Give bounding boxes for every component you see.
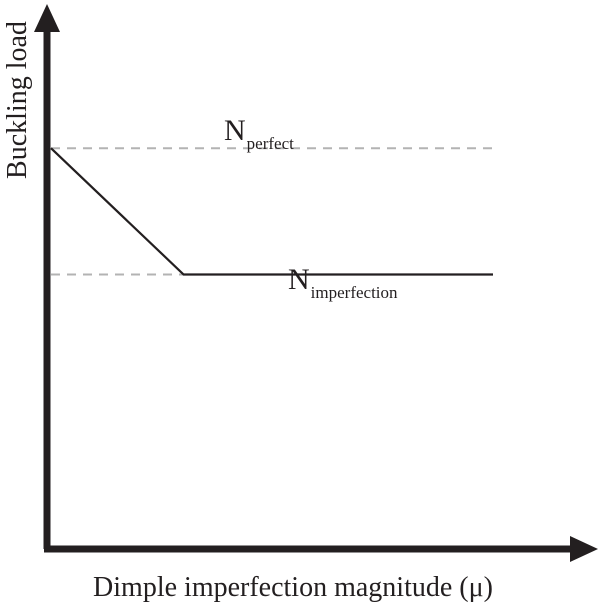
series-layer <box>50 147 493 276</box>
n-perfect-main: N <box>224 114 246 147</box>
n-imperfection-label: Nimperfection <box>288 263 398 302</box>
n-perfect-sub: perfect <box>247 134 294 153</box>
y-axis-arrow <box>34 4 60 32</box>
x-axis-label: Dimple imperfection magnitude (μ) <box>93 572 493 603</box>
y-axis-label: Buckling load <box>2 21 33 179</box>
n-imperfection-main: N <box>288 263 310 296</box>
buckling-load-series-line <box>50 147 493 276</box>
x-axis-arrow <box>570 536 598 562</box>
n-imperfection-sub: imperfection <box>311 283 398 302</box>
n-perfect-label: Nperfect <box>224 114 294 153</box>
